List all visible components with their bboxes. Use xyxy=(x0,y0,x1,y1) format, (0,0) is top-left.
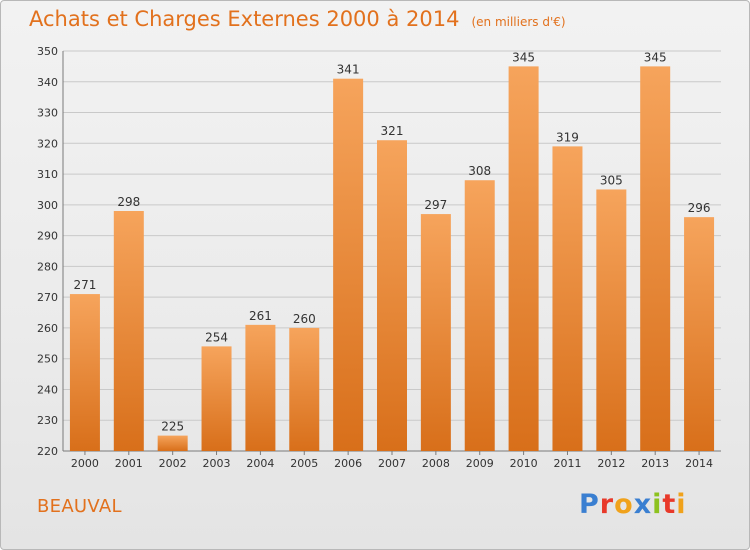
y-tick-label: 270 xyxy=(37,291,58,304)
y-tick-label: 300 xyxy=(37,199,58,212)
data-label: 305 xyxy=(600,173,623,187)
chart-unit: (en milliers d'€) xyxy=(471,15,566,29)
y-tick-label: 250 xyxy=(37,353,58,366)
y-tick-label: 230 xyxy=(37,414,58,427)
chart-title: Achats et Charges Externes 2000 à 2014 (e… xyxy=(29,7,566,31)
x-tick-label: 2007 xyxy=(378,457,406,470)
bar xyxy=(201,346,232,451)
data-label: 345 xyxy=(644,50,667,64)
y-tick-label: 350 xyxy=(37,45,58,58)
x-tick-label: 2013 xyxy=(641,457,669,470)
data-label: 225 xyxy=(161,420,184,434)
y-tick-label: 220 xyxy=(37,445,58,458)
x-tick-labels: 2000 2001 2002 2003 2004 2005 2006 2007 2008 2009… xyxy=(71,457,713,470)
bars xyxy=(69,66,715,451)
y-tick-label: 280 xyxy=(37,260,58,273)
commune-name: BEAUVAL xyxy=(37,496,122,517)
proxiti-logo: Proxiti xyxy=(579,489,687,520)
data-label: 297 xyxy=(424,198,447,212)
y-tick-label: 260 xyxy=(37,322,58,335)
y-tick-label: 240 xyxy=(37,383,58,396)
bar xyxy=(464,180,495,451)
bar xyxy=(289,327,320,451)
data-labels: 271 298 225 254 261 260 341 321 297 308 345 319 305 3… xyxy=(73,50,710,433)
logo-letter: P xyxy=(579,489,600,520)
y-tick-labels: 220 230 240 250 260 270 280 290 300 310 320 330 340 3… xyxy=(37,45,58,458)
data-label: 271 xyxy=(73,278,96,292)
bar xyxy=(377,140,407,451)
bar xyxy=(684,217,715,451)
x-tick-label: 2008 xyxy=(422,457,450,470)
data-label: 308 xyxy=(468,164,491,178)
x-tick-label: 2003 xyxy=(203,457,231,470)
x-tick-label: 2005 xyxy=(290,457,318,470)
x-tick-label: 2014 xyxy=(685,457,713,470)
logo-letter: t xyxy=(662,489,677,520)
bar xyxy=(157,435,188,451)
bar xyxy=(596,189,627,451)
logo-letter: i xyxy=(652,489,663,520)
x-tick-label: 2000 xyxy=(71,457,99,470)
data-label: 296 xyxy=(688,201,711,215)
logo-letter: o xyxy=(614,489,634,520)
y-tick-label: 330 xyxy=(37,107,58,120)
x-tick-label: 2001 xyxy=(115,457,143,470)
y-tick-label: 320 xyxy=(37,137,58,150)
bar xyxy=(113,211,144,451)
x-tick-label: 2006 xyxy=(334,457,362,470)
data-label: 254 xyxy=(205,330,228,344)
bar xyxy=(333,78,364,451)
y-tick-label: 290 xyxy=(37,230,58,243)
bar xyxy=(245,324,276,451)
y-tick-label: 310 xyxy=(37,168,58,181)
logo-letter: i xyxy=(676,489,687,520)
data-label: 261 xyxy=(249,309,272,323)
bar xyxy=(508,66,539,451)
x-tick-label: 2010 xyxy=(510,457,538,470)
x-tick-label: 2012 xyxy=(597,457,625,470)
logo-letter: x xyxy=(633,489,653,520)
bar xyxy=(640,66,671,451)
x-tick-label: 2002 xyxy=(159,457,187,470)
chart-title-text: Achats et Charges Externes 2000 à 2014 xyxy=(29,7,460,31)
data-label: 319 xyxy=(556,130,579,144)
bar xyxy=(552,146,583,451)
x-tick-label: 2011 xyxy=(553,457,581,470)
data-label: 345 xyxy=(512,50,535,64)
y-tick-label: 340 xyxy=(37,76,58,89)
bar xyxy=(69,294,100,451)
bar xyxy=(420,214,451,451)
x-tick-label: 2004 xyxy=(246,457,274,470)
data-label: 321 xyxy=(381,124,404,138)
data-label: 260 xyxy=(293,312,316,326)
data-label: 298 xyxy=(117,195,140,209)
data-label: 341 xyxy=(337,63,360,77)
x-tick-label: 2009 xyxy=(466,457,494,470)
logo-letter: r xyxy=(599,489,615,520)
